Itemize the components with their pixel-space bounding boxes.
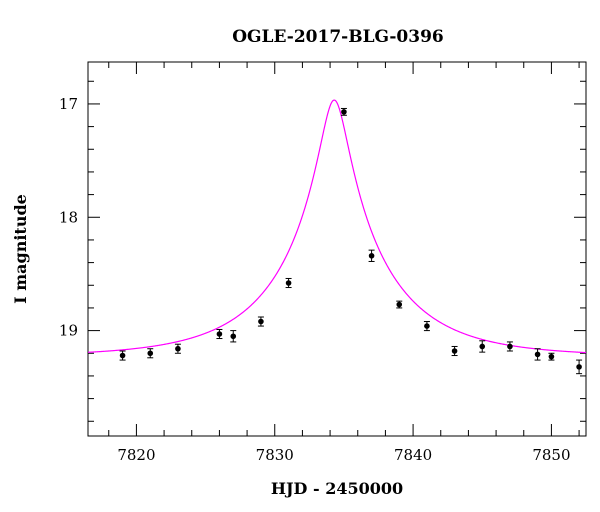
point-marker xyxy=(147,350,154,357)
data-point xyxy=(340,107,347,116)
y-tick-label: 18 xyxy=(59,208,78,226)
data-point xyxy=(368,249,375,262)
point-marker xyxy=(341,109,347,115)
data-point xyxy=(230,330,237,343)
data-point xyxy=(548,352,555,361)
point-marker xyxy=(534,351,541,358)
point-marker xyxy=(285,280,292,286)
data-point xyxy=(423,321,430,332)
x-tick-label: 7820 xyxy=(117,446,155,464)
y-tick-label: 19 xyxy=(59,322,78,340)
tick-labels: 7820 7830 7840 7850 17 18 19 xyxy=(59,95,571,464)
point-marker xyxy=(258,318,264,325)
point-marker xyxy=(396,301,403,308)
point-marker xyxy=(451,348,458,354)
x-tick-label: 7840 xyxy=(394,446,432,464)
axis-ticks xyxy=(88,62,586,436)
point-marker xyxy=(119,352,126,359)
data-points-layer xyxy=(119,107,583,375)
data-point xyxy=(396,300,403,309)
x-axis-label: HJD - 2450000 xyxy=(271,479,403,498)
x-tick-label: 7850 xyxy=(532,446,570,464)
data-point xyxy=(576,359,583,375)
data-point xyxy=(506,341,513,352)
point-marker xyxy=(230,333,237,340)
point-marker xyxy=(368,253,375,259)
model-curve-layer xyxy=(87,99,587,354)
data-point xyxy=(174,343,181,354)
model-curve xyxy=(87,99,587,354)
data-point xyxy=(285,277,292,289)
data-point xyxy=(216,328,223,340)
data-point xyxy=(119,350,126,361)
point-marker xyxy=(507,343,513,350)
point-marker xyxy=(216,331,223,337)
chart-title: OGLE-2017-BLG-0396 xyxy=(232,27,444,47)
data-point xyxy=(479,340,486,353)
data-point xyxy=(534,348,541,361)
point-marker xyxy=(576,364,582,370)
point-marker xyxy=(175,345,181,352)
plot-frame xyxy=(87,61,587,437)
data-point xyxy=(147,348,154,359)
data-point xyxy=(257,316,264,327)
point-marker xyxy=(548,353,555,360)
point-marker xyxy=(479,343,486,350)
x-tick-label: 7830 xyxy=(256,446,294,464)
y-axis-label: I magnitude xyxy=(11,194,30,304)
y-tick-label: 17 xyxy=(59,95,78,113)
point-marker xyxy=(424,323,430,329)
data-point xyxy=(451,345,458,357)
